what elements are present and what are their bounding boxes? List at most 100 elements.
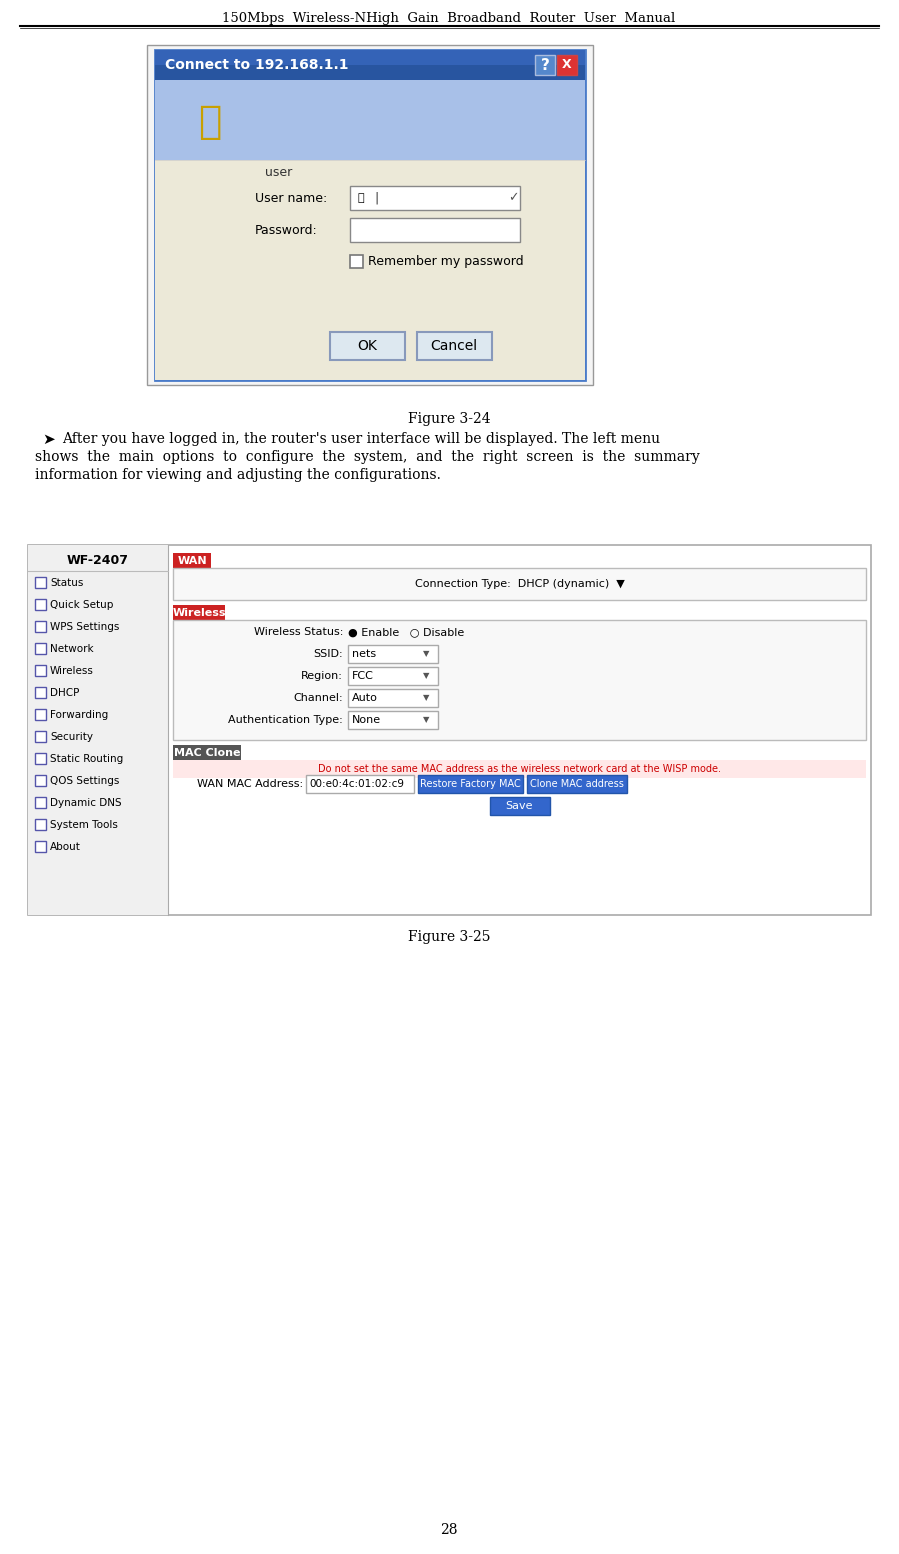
Text: Static Routing: Static Routing — [50, 754, 123, 765]
Bar — [35, 598, 46, 611]
Bar — [173, 569, 866, 600]
Bar — [557, 54, 577, 75]
Bar — [35, 577, 46, 587]
Text: Dynamic DNS: Dynamic DNS — [50, 799, 121, 808]
Text: 🗝: 🗝 — [199, 103, 222, 141]
Bar — [418, 775, 523, 793]
Text: ▼: ▼ — [423, 650, 429, 659]
Text: Connection Type:  DHCP (dynamic)  ▼: Connection Type: DHCP (dynamic) ▼ — [414, 580, 625, 589]
Bar — [348, 688, 438, 707]
Text: Wireless: Wireless — [173, 608, 226, 617]
Text: |: | — [374, 191, 378, 205]
Bar — [330, 333, 405, 361]
Text: Password:: Password: — [255, 224, 317, 236]
Text: ▼: ▼ — [423, 715, 429, 724]
Text: SSID:: SSID: — [314, 650, 343, 659]
Bar — [35, 643, 46, 654]
Text: Restore Factory MAC: Restore Factory MAC — [420, 779, 521, 789]
Bar — [155, 79, 585, 160]
Text: Clone MAC address: Clone MAC address — [530, 779, 624, 789]
Bar — [35, 819, 46, 830]
Bar — [35, 730, 46, 741]
Text: 🧑: 🧑 — [358, 193, 365, 204]
Bar — [350, 186, 520, 210]
Text: Figure 3-25: Figure 3-25 — [408, 929, 490, 943]
Text: Region:: Region: — [301, 671, 343, 681]
Bar — [35, 754, 46, 765]
Bar — [173, 760, 866, 779]
Bar — [173, 605, 225, 620]
Bar — [35, 622, 46, 632]
Bar — [535, 54, 555, 75]
Text: Wireless Status:: Wireless Status: — [254, 626, 343, 637]
Text: ▼: ▼ — [423, 671, 429, 681]
Bar — [35, 841, 46, 852]
Text: information for viewing and adjusting the configurations.: information for viewing and adjusting th… — [35, 468, 441, 482]
Bar — [173, 553, 211, 569]
Bar — [28, 545, 871, 915]
Bar — [173, 620, 866, 740]
Text: WPS Settings: WPS Settings — [50, 622, 120, 632]
Text: Authentication Type:: Authentication Type: — [228, 715, 343, 726]
Text: Channel:: Channel: — [293, 693, 343, 702]
Text: WF-2407: WF-2407 — [67, 555, 129, 567]
Bar — [306, 775, 414, 793]
Text: Connect to 192.168.1.1: Connect to 192.168.1.1 — [165, 57, 349, 71]
Text: None: None — [352, 715, 381, 726]
Bar — [155, 50, 585, 381]
Text: Figure 3-24: Figure 3-24 — [407, 412, 490, 426]
Bar — [35, 709, 46, 720]
Bar — [155, 50, 585, 65]
Bar — [35, 665, 46, 676]
Text: Cancel: Cancel — [431, 339, 477, 353]
Text: Do not set the same MAC address as the wireless network card at the WISP mode.: Do not set the same MAC address as the w… — [318, 765, 721, 774]
Text: OK: OK — [357, 339, 377, 353]
Bar — [348, 645, 438, 664]
Bar — [35, 687, 46, 698]
Text: Auto: Auto — [352, 693, 378, 702]
Bar — [489, 797, 549, 814]
Text: Save: Save — [506, 800, 533, 811]
Text: Quick Setup: Quick Setup — [50, 600, 113, 611]
Text: User name:: User name: — [255, 191, 327, 205]
Bar — [173, 744, 241, 760]
Text: DHCP: DHCP — [50, 688, 79, 698]
Text: FCC: FCC — [352, 671, 374, 681]
Text: Status: Status — [50, 578, 84, 587]
Text: About: About — [50, 842, 81, 852]
Bar — [350, 218, 520, 242]
Bar — [35, 797, 46, 808]
Text: System Tools: System Tools — [50, 821, 118, 830]
Text: Wireless: Wireless — [50, 667, 93, 676]
Text: ● Enable   ○ Disable: ● Enable ○ Disable — [348, 626, 464, 637]
Text: WAN: WAN — [177, 555, 207, 566]
Bar — [417, 333, 492, 361]
Bar — [155, 50, 585, 79]
Bar — [350, 255, 363, 267]
Text: Forwarding: Forwarding — [50, 710, 108, 720]
Text: QOS Settings: QOS Settings — [50, 775, 120, 786]
Text: shows  the  main  options  to  configure  the  system,  and  the  right  screen : shows the main options to configure the … — [35, 451, 699, 465]
Text: After you have logged in, the router's user interface will be displayed. The lef: After you have logged in, the router's u… — [62, 432, 660, 446]
Text: ▼: ▼ — [423, 693, 429, 702]
Text: WAN MAC Address:: WAN MAC Address: — [197, 779, 303, 789]
Text: nets: nets — [352, 650, 376, 659]
Text: ?: ? — [540, 57, 549, 73]
Text: Security: Security — [50, 732, 93, 741]
Bar — [35, 775, 46, 786]
Text: MAC Clone: MAC Clone — [174, 747, 240, 757]
Bar — [348, 667, 438, 685]
Text: Network: Network — [50, 643, 93, 654]
Bar — [348, 712, 438, 729]
Text: ✓: ✓ — [508, 191, 518, 205]
Bar — [170, 85, 250, 155]
Bar — [527, 775, 627, 793]
Text: Remember my password: Remember my password — [368, 255, 523, 267]
Bar — [155, 160, 585, 381]
Text: 150Mbps  Wireless-NHigh  Gain  Broadband  Router  User  Manual: 150Mbps Wireless-NHigh Gain Broadband Ro… — [222, 12, 676, 25]
Text: 00:e0:4c:01:02:c9: 00:e0:4c:01:02:c9 — [309, 779, 404, 789]
Bar — [147, 45, 593, 385]
Text: ➤: ➤ — [42, 432, 55, 448]
Text: 28: 28 — [441, 1523, 458, 1537]
Bar — [28, 545, 168, 915]
